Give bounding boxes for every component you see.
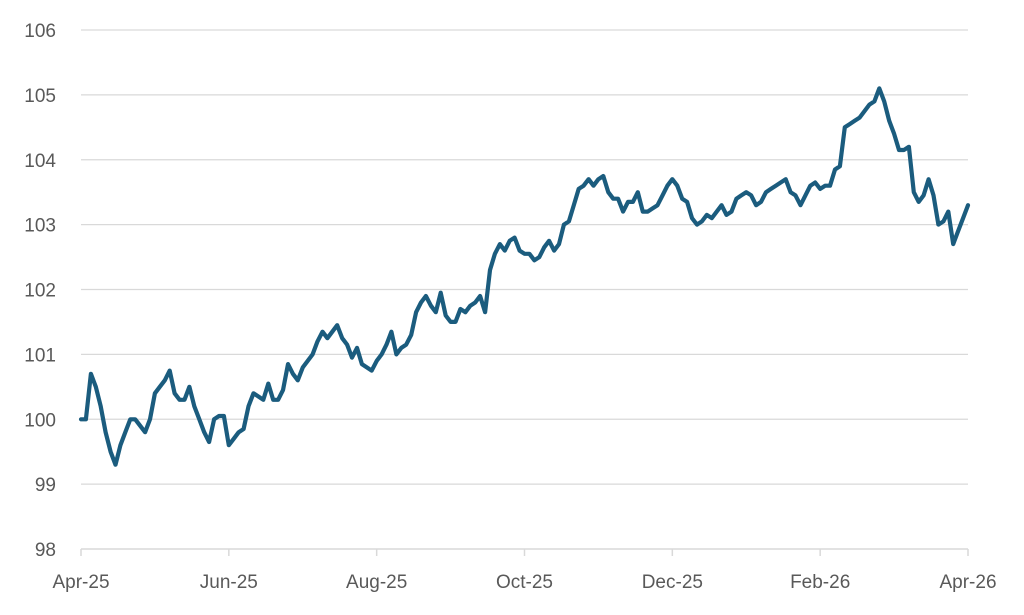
x-tick-label: Apr-26 bbox=[939, 572, 996, 593]
y-axis: 98 99 100 101 102 103 104 105 106 bbox=[24, 21, 56, 561]
plot-area bbox=[78, 86, 971, 467]
x-tick-label: Apr-25 bbox=[52, 572, 109, 593]
series-line bbox=[78, 86, 971, 467]
y-tick-label: 103 bbox=[24, 216, 56, 237]
y-tick-label: 105 bbox=[24, 86, 56, 107]
x-axis: Apr-25 Jun-25 Aug-25 Oct-25 Dec-25 Feb-26 Apr-… bbox=[52, 548, 997, 593]
y-tick-label: 104 bbox=[24, 151, 56, 172]
y-tick-label: 102 bbox=[24, 281, 56, 302]
x-tick-label: Jun-25 bbox=[200, 572, 258, 593]
y-tick-label: 98 bbox=[35, 540, 56, 561]
y-tick-label: 99 bbox=[35, 475, 56, 496]
y-tick-label: 106 bbox=[24, 21, 56, 42]
x-tick-label: Aug-25 bbox=[346, 572, 407, 593]
gridlines bbox=[81, 29, 968, 485]
x-tick-label: Dec-25 bbox=[642, 572, 703, 593]
x-tick-label: Feb-26 bbox=[790, 572, 850, 593]
x-tick-label: Oct-25 bbox=[496, 572, 553, 593]
y-tick-label: 101 bbox=[24, 345, 56, 366]
y-tick-label: 100 bbox=[24, 410, 56, 431]
